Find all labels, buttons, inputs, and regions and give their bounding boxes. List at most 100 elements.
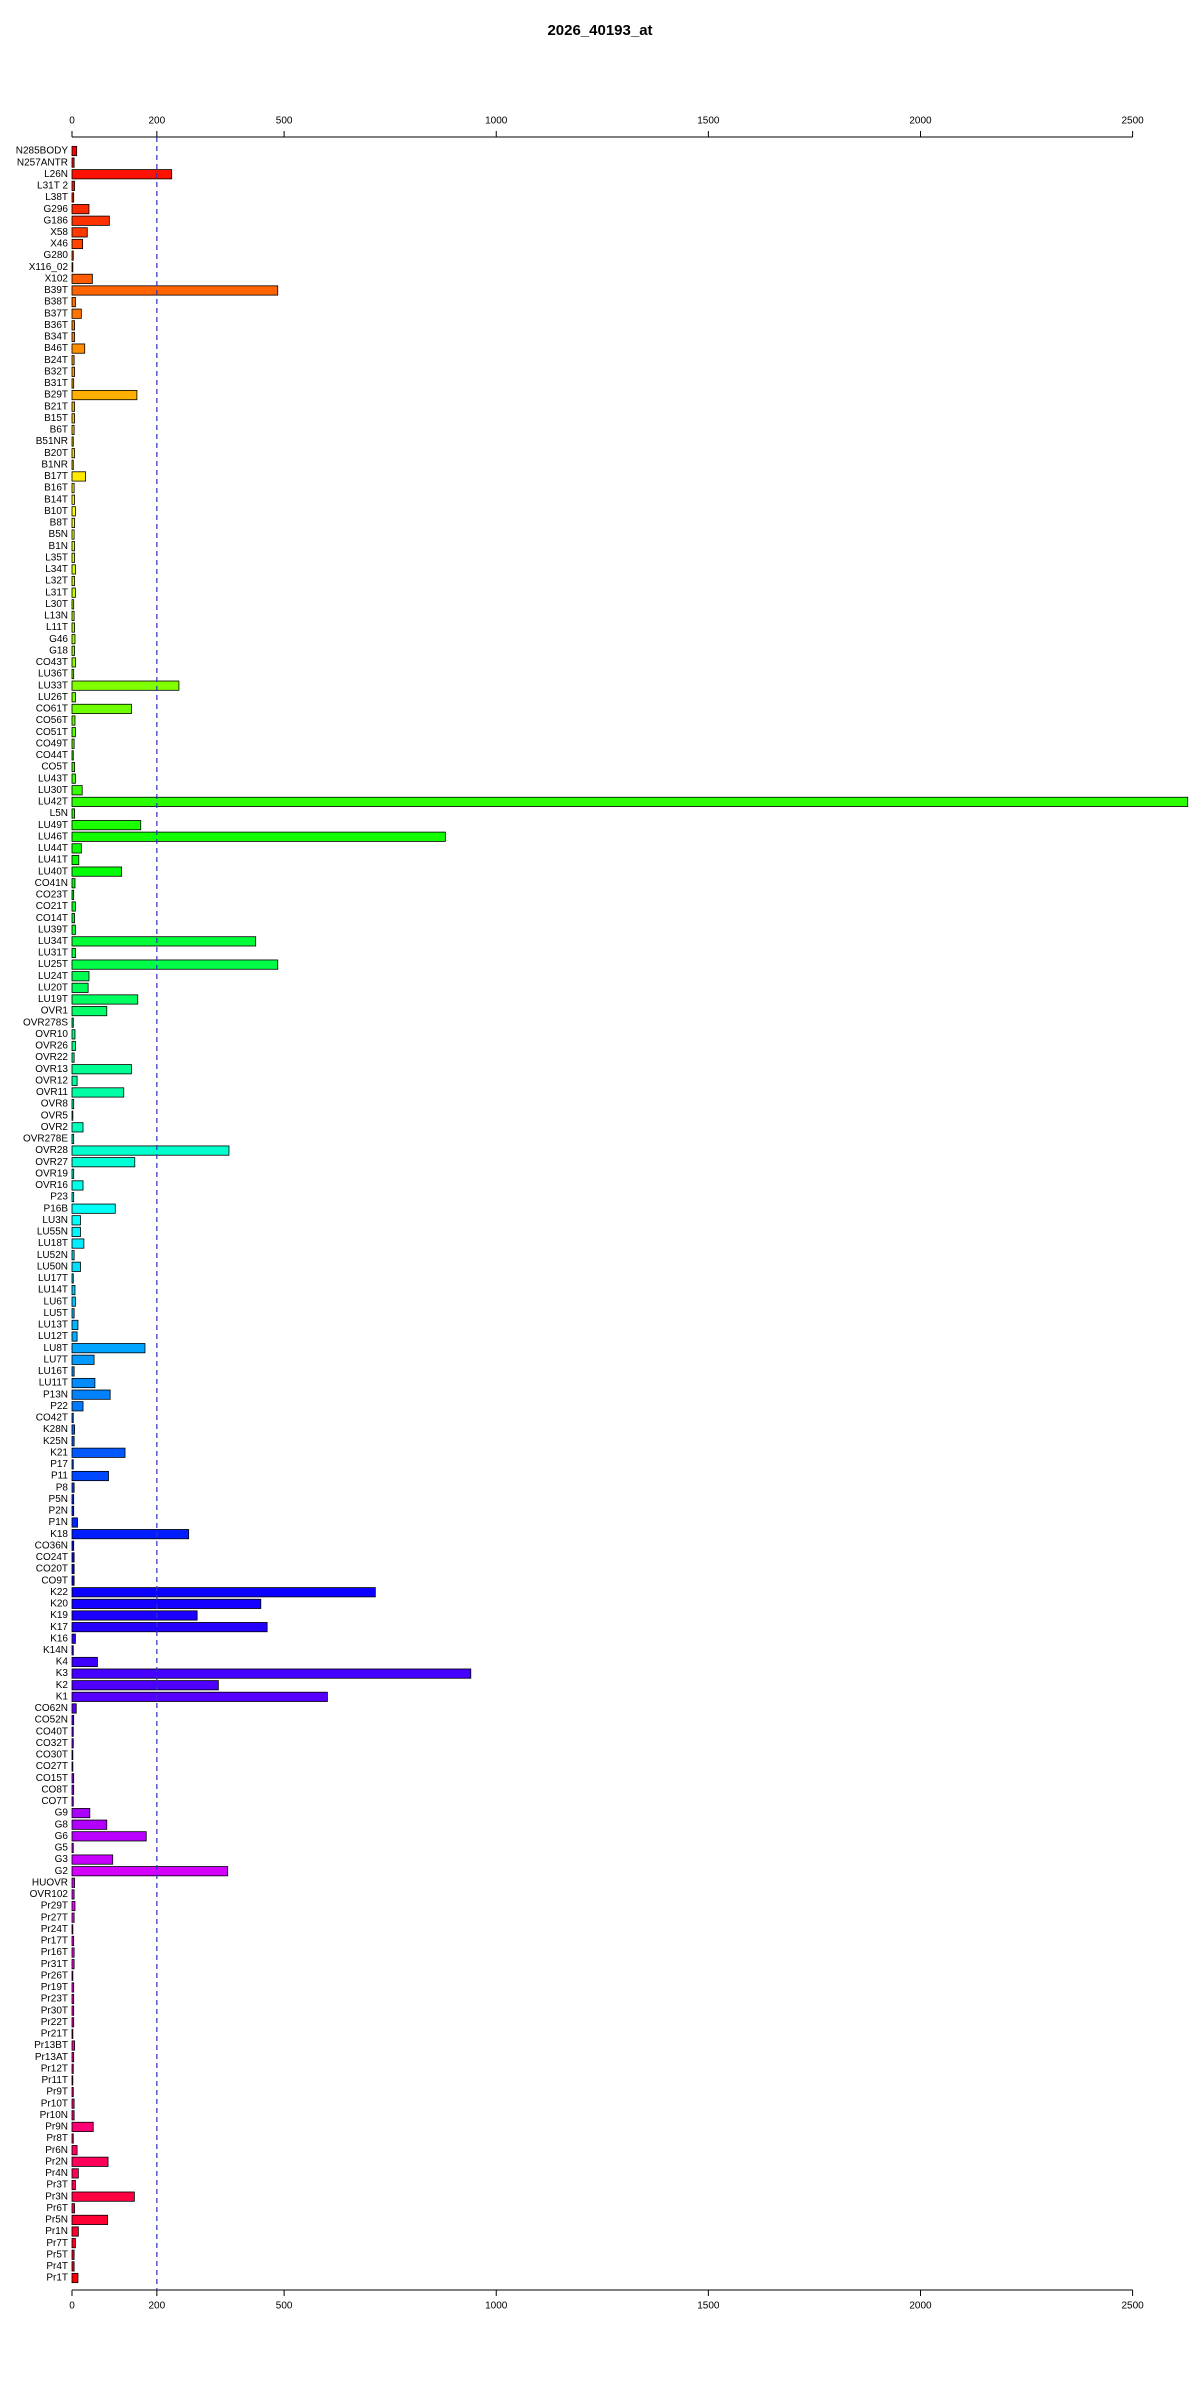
y-tick-label: LU34T	[38, 936, 68, 947]
y-tick-label: LU30T	[38, 785, 68, 796]
bar	[71, 1482, 75, 1493]
bar	[71, 1819, 108, 1830]
bar	[71, 552, 75, 563]
y-tick-label: P5N	[49, 1494, 68, 1505]
y-tick-label: LU49T	[38, 820, 68, 831]
bar	[71, 2272, 79, 2284]
y-tick-label: LU17T	[38, 1273, 68, 1284]
bar	[71, 1145, 230, 1156]
bar	[71, 2040, 75, 2051]
bar	[71, 1947, 75, 1958]
bar	[71, 680, 180, 691]
y-tick-label: B20T	[44, 448, 68, 459]
bar	[71, 273, 93, 284]
bar	[71, 634, 76, 645]
bar	[71, 2238, 76, 2249]
y-tick-label: OVR19	[35, 1168, 68, 1179]
bar	[71, 1226, 81, 1237]
bar	[71, 1598, 262, 1609]
x-tick-label: 0	[69, 116, 75, 127]
bar	[71, 2005, 75, 2016]
y-tick-label: P16B	[44, 1203, 69, 1214]
bar	[71, 1029, 76, 1040]
bar	[71, 1192, 75, 1203]
bar	[71, 401, 75, 412]
bar	[71, 2052, 75, 2063]
bar	[71, 2121, 94, 2132]
bar	[71, 1006, 108, 1017]
bar	[71, 215, 110, 226]
y-tick-label: CO15T	[36, 1773, 68, 1784]
bar	[71, 1064, 132, 1075]
bar	[71, 843, 82, 854]
bar	[71, 785, 83, 796]
y-tick-label: CO5T	[41, 762, 68, 773]
y-tick-label: Pr12T	[41, 2063, 68, 2074]
bar	[71, 1505, 75, 1516]
y-tick-label: CO27T	[36, 1761, 68, 1772]
y-tick-label: G46	[49, 634, 68, 645]
bar	[71, 1831, 147, 1842]
bar	[71, 2098, 75, 2109]
y-tick-label: Pr6T	[46, 2203, 68, 2214]
y-tick-label: Pr30T	[41, 2005, 68, 2016]
bar	[71, 2226, 79, 2237]
bar	[71, 576, 75, 587]
y-tick-label: B36T	[44, 320, 68, 331]
y-tick-label: Pr27T	[41, 1912, 68, 1923]
bar	[71, 1122, 84, 1133]
y-tick-label: OVR11	[36, 1087, 68, 1098]
y-tick-label: Pr9T	[46, 2087, 68, 2098]
bar	[71, 1982, 75, 1993]
bar	[71, 1912, 75, 1923]
y-tick-label: Pr10T	[41, 2098, 68, 2109]
x-tick-label: 2000	[909, 116, 932, 127]
y-tick-label: LU42T	[38, 797, 68, 808]
bar	[71, 1784, 75, 1795]
y-tick-label: L38T	[45, 192, 68, 203]
y-tick-label: X46	[50, 239, 68, 250]
bar	[71, 1412, 74, 1423]
y-tick-label: G9	[55, 1808, 69, 1819]
bar	[71, 2156, 109, 2167]
bar	[71, 355, 75, 366]
bar	[71, 564, 76, 575]
bar	[71, 727, 76, 738]
y-tick-label: Pr26T	[41, 1970, 68, 1981]
bar	[71, 1540, 75, 1551]
bar	[71, 1157, 136, 1168]
y-tick-label: OVR102	[30, 1889, 69, 1900]
y-tick-label: CO40T	[36, 1726, 68, 1737]
bar	[71, 2168, 79, 2179]
bar	[71, 1854, 114, 1865]
y-tick-label: G18	[49, 645, 68, 656]
y-tick-label: LU13T	[38, 1320, 68, 1331]
bar	[71, 1343, 146, 1354]
y-tick-label: OVR12	[35, 1075, 68, 1086]
y-tick-label: B51NR	[36, 436, 68, 447]
bar	[71, 1296, 76, 1307]
bar	[71, 2214, 109, 2225]
bar	[71, 471, 86, 482]
y-tick-label: G6	[55, 1831, 69, 1842]
bar	[71, 541, 75, 552]
bar	[71, 529, 75, 540]
y-tick-label: Pr11T	[42, 2075, 69, 2086]
bar	[71, 180, 75, 191]
bar	[71, 2191, 135, 2202]
y-tick-label: LU33T	[38, 680, 68, 691]
y-tick-label: OVR278S	[23, 1017, 68, 1028]
y-tick-label: OVR278E	[23, 1134, 68, 1145]
bar	[71, 2179, 76, 2191]
bar	[71, 459, 74, 470]
y-tick-label: Pr31T	[41, 1959, 68, 1970]
y-tick-label: Pr22T	[41, 2017, 68, 2028]
bar	[71, 2110, 75, 2121]
y-tick-label: Pr23T	[41, 1994, 68, 2005]
bar	[71, 1970, 74, 1981]
bar	[71, 1761, 74, 1772]
bar	[71, 2133, 74, 2144]
x-tick-label: 200	[149, 2301, 166, 2312]
bar	[71, 1994, 75, 2005]
x-tick-label: 2500	[1121, 2301, 1144, 2312]
